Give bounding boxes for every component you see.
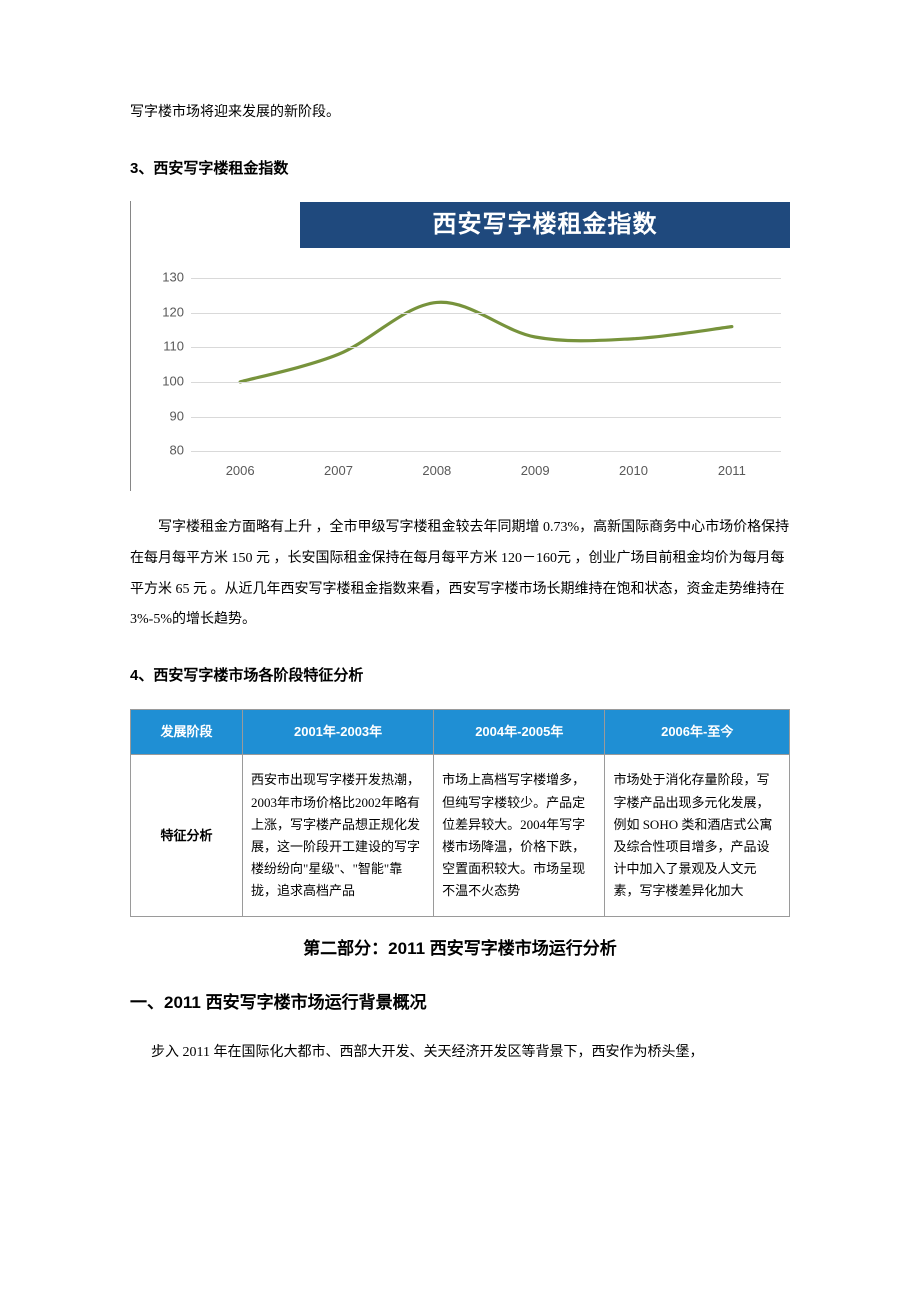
chart-gridline (191, 278, 781, 279)
chart-plot-area (191, 261, 781, 451)
chart-y-tick-label: 100 (149, 370, 184, 395)
chart-gridline (191, 347, 781, 348)
table-header-row: 发展阶段2001年-2003年2004年-2005年2006年-至今 (131, 709, 790, 755)
table-header-cell: 发展阶段 (131, 709, 243, 755)
chart-x-tick-label: 2006 (226, 459, 255, 484)
table-cell: 西安市出现写字楼开发热潮，2003年市场价格比2002年略有上涨，写字楼产品想正… (243, 755, 434, 917)
chart-gridline (191, 382, 781, 383)
table-header-cell: 2001年-2003年 (243, 709, 434, 755)
table-header-cell: 2004年-2005年 (434, 709, 605, 755)
intro-line: 写字楼市场将迎来发展的新阶段。 (130, 100, 790, 127)
last-paragraph: 步入 2011 年在国际化大都市、西部大开发、关天经济开发区等背景下，西安作为桥… (130, 1038, 790, 1067)
chart-title-band: 西安写字楼租金指数 (300, 202, 790, 248)
section-3-heading: 3、西安写字楼租金指数 (130, 155, 790, 184)
stage-table: 发展阶段2001年-2003年2004年-2005年2006年-至今 特征分析西… (130, 709, 790, 917)
section-1-heading: 一、2011 西安写字楼市场运行背景概况 (130, 987, 790, 1019)
rent-paragraph: 写字楼租金方面略有上升 ，全市甲级写字楼租金较去年同期增 0.73%，高新国际商… (130, 513, 790, 636)
rent-index-chart: 西安写字楼租金指数 80 90 100 110 120 130 2006 2007 2008 20… (130, 201, 790, 491)
chart-x-tick-label: 2007 (324, 459, 353, 484)
chart-y-tick-label: 90 (149, 404, 184, 429)
chart-gridline (191, 451, 781, 452)
table-cell: 市场处于消化存量阶段，写字楼产品出现多元化发展，例如 SOHO 类和酒店式公寓及… (605, 755, 790, 917)
chart-gridline (191, 313, 781, 314)
chart-x-tick-label: 2008 (422, 459, 451, 484)
chart-series-line (240, 302, 732, 382)
table-row-label: 特征分析 (131, 755, 243, 917)
chart-y-tick-label: 130 (149, 266, 184, 291)
chart-x-tick-label: 2009 (521, 459, 550, 484)
chart-title: 西安写字楼租金指数 (433, 202, 658, 248)
table-cell: 市场上高档写字楼增多，但纯写字楼较少。产品定位差异较大。2004年写字楼市场降温… (434, 755, 605, 917)
chart-y-tick-label: 110 (149, 335, 184, 360)
section-4-heading: 4、西安写字楼市场各阶段特征分析 (130, 662, 790, 691)
part-2-heading: 第二部分：2011 西安写字楼市场运行分析 (130, 933, 790, 965)
table-row: 特征分析西安市出现写字楼开发热潮，2003年市场价格比2002年略有上涨，写字楼… (131, 755, 790, 917)
table-header-cell: 2006年-至今 (605, 709, 790, 755)
chart-y-tick-label: 120 (149, 301, 184, 326)
chart-y-tick-label: 80 (149, 439, 184, 464)
chart-x-tick-label: 2010 (619, 459, 648, 484)
chart-line-svg (191, 261, 781, 451)
chart-x-tick-label: 2011 (718, 459, 746, 484)
chart-gridline (191, 417, 781, 418)
